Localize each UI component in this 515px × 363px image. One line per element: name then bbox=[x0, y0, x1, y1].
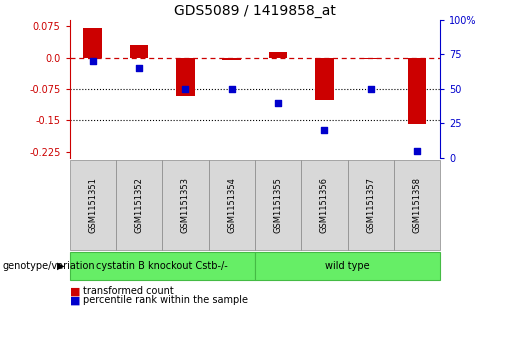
Text: GSM1151356: GSM1151356 bbox=[320, 177, 329, 233]
Title: GDS5089 / 1419858_at: GDS5089 / 1419858_at bbox=[174, 4, 336, 17]
Text: GSM1151357: GSM1151357 bbox=[366, 177, 375, 233]
Point bbox=[367, 86, 375, 92]
Bar bbox=[83, 28, 102, 58]
Text: percentile rank within the sample: percentile rank within the sample bbox=[83, 295, 248, 305]
Point bbox=[320, 127, 329, 133]
Bar bbox=[176, 58, 195, 96]
Text: wild type: wild type bbox=[325, 261, 370, 271]
Point bbox=[274, 100, 282, 106]
Text: GSM1151351: GSM1151351 bbox=[88, 177, 97, 233]
Text: GSM1151354: GSM1151354 bbox=[227, 177, 236, 233]
Text: ▶: ▶ bbox=[57, 261, 64, 271]
Text: GSM1151353: GSM1151353 bbox=[181, 177, 190, 233]
Text: genotype/variation: genotype/variation bbox=[3, 261, 95, 271]
Point bbox=[413, 148, 421, 154]
Bar bbox=[362, 58, 380, 59]
Point bbox=[228, 86, 236, 92]
Text: GSM1151355: GSM1151355 bbox=[273, 177, 283, 233]
Point bbox=[181, 86, 190, 92]
Text: ■: ■ bbox=[70, 286, 80, 297]
Point bbox=[89, 58, 97, 64]
Text: GSM1151352: GSM1151352 bbox=[134, 177, 144, 233]
Bar bbox=[315, 58, 334, 100]
Bar bbox=[222, 58, 241, 60]
Text: GSM1151358: GSM1151358 bbox=[413, 177, 422, 233]
Bar bbox=[130, 45, 148, 58]
Text: ■: ■ bbox=[70, 295, 80, 305]
Bar bbox=[269, 52, 287, 58]
Point bbox=[135, 65, 143, 71]
Text: cystatin B knockout Cstb-/-: cystatin B knockout Cstb-/- bbox=[96, 261, 228, 271]
Text: transformed count: transformed count bbox=[83, 286, 174, 297]
Bar bbox=[408, 58, 426, 125]
